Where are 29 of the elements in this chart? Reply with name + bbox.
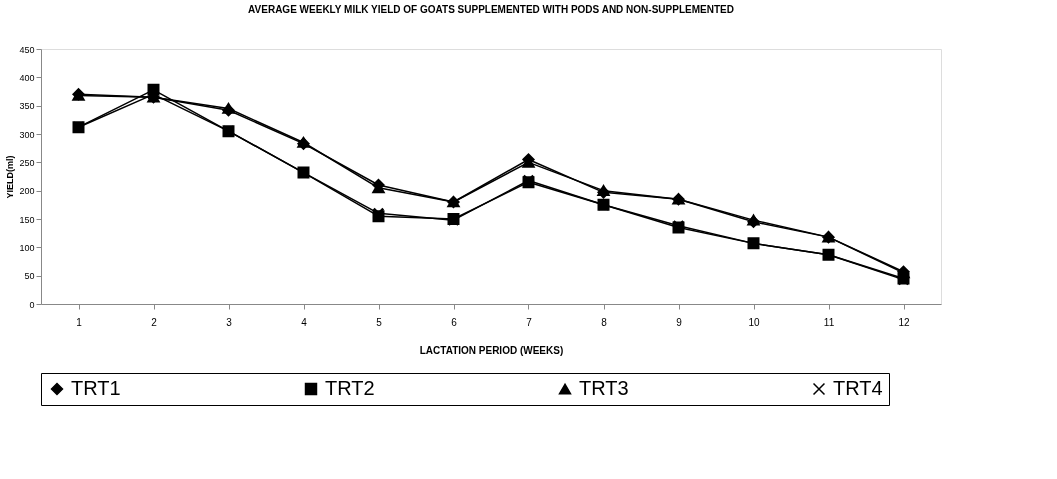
legend-label: TRT3 (579, 377, 629, 399)
x-tick-label: 5 (376, 316, 383, 328)
y-tick-label: 250 (19, 157, 35, 168)
legend-label: TRT2 (325, 377, 375, 399)
x-tick-label: 10 (748, 316, 760, 328)
y-tick-label: 50 (24, 271, 35, 282)
x-tick-label: 6 (451, 316, 458, 328)
x-axis-title: LACTATION PERIOD (WEEKS) (419, 344, 564, 356)
y-tick-label: 350 (19, 101, 35, 112)
x-tick-label: 3 (226, 316, 233, 328)
y-tick-label: 300 (19, 129, 35, 140)
legend-label: TRT4 (833, 377, 883, 399)
x-tick-label: 9 (676, 316, 683, 328)
y-tick-label: 450 (19, 44, 35, 55)
x-tick-label: 1 (76, 316, 83, 328)
x-tick-label: 7 (526, 316, 533, 328)
chart-title: AVERAGE WEEKLY MILK YIELD OF GOATS SUPPLEMENTED WITH PODS AND NON-SUPPLEMENTED (248, 4, 734, 15)
x-tick-label: 12 (898, 316, 910, 328)
y-axis-title: YIELD(ml) (5, 155, 16, 199)
y-tick-label: 100 (19, 242, 35, 253)
x-tick-label: 11 (823, 316, 835, 328)
y-tick-label: 0 (29, 299, 35, 310)
x-tick-label: 2 (151, 316, 158, 328)
y-tick-label: 400 (19, 72, 35, 83)
x-tick-label: 8 (601, 316, 608, 328)
legend-label: TRT1 (71, 377, 121, 399)
y-tick-label: 150 (19, 214, 35, 225)
x-tick-label: 4 (301, 316, 308, 328)
y-tick-label: 200 (19, 186, 35, 197)
